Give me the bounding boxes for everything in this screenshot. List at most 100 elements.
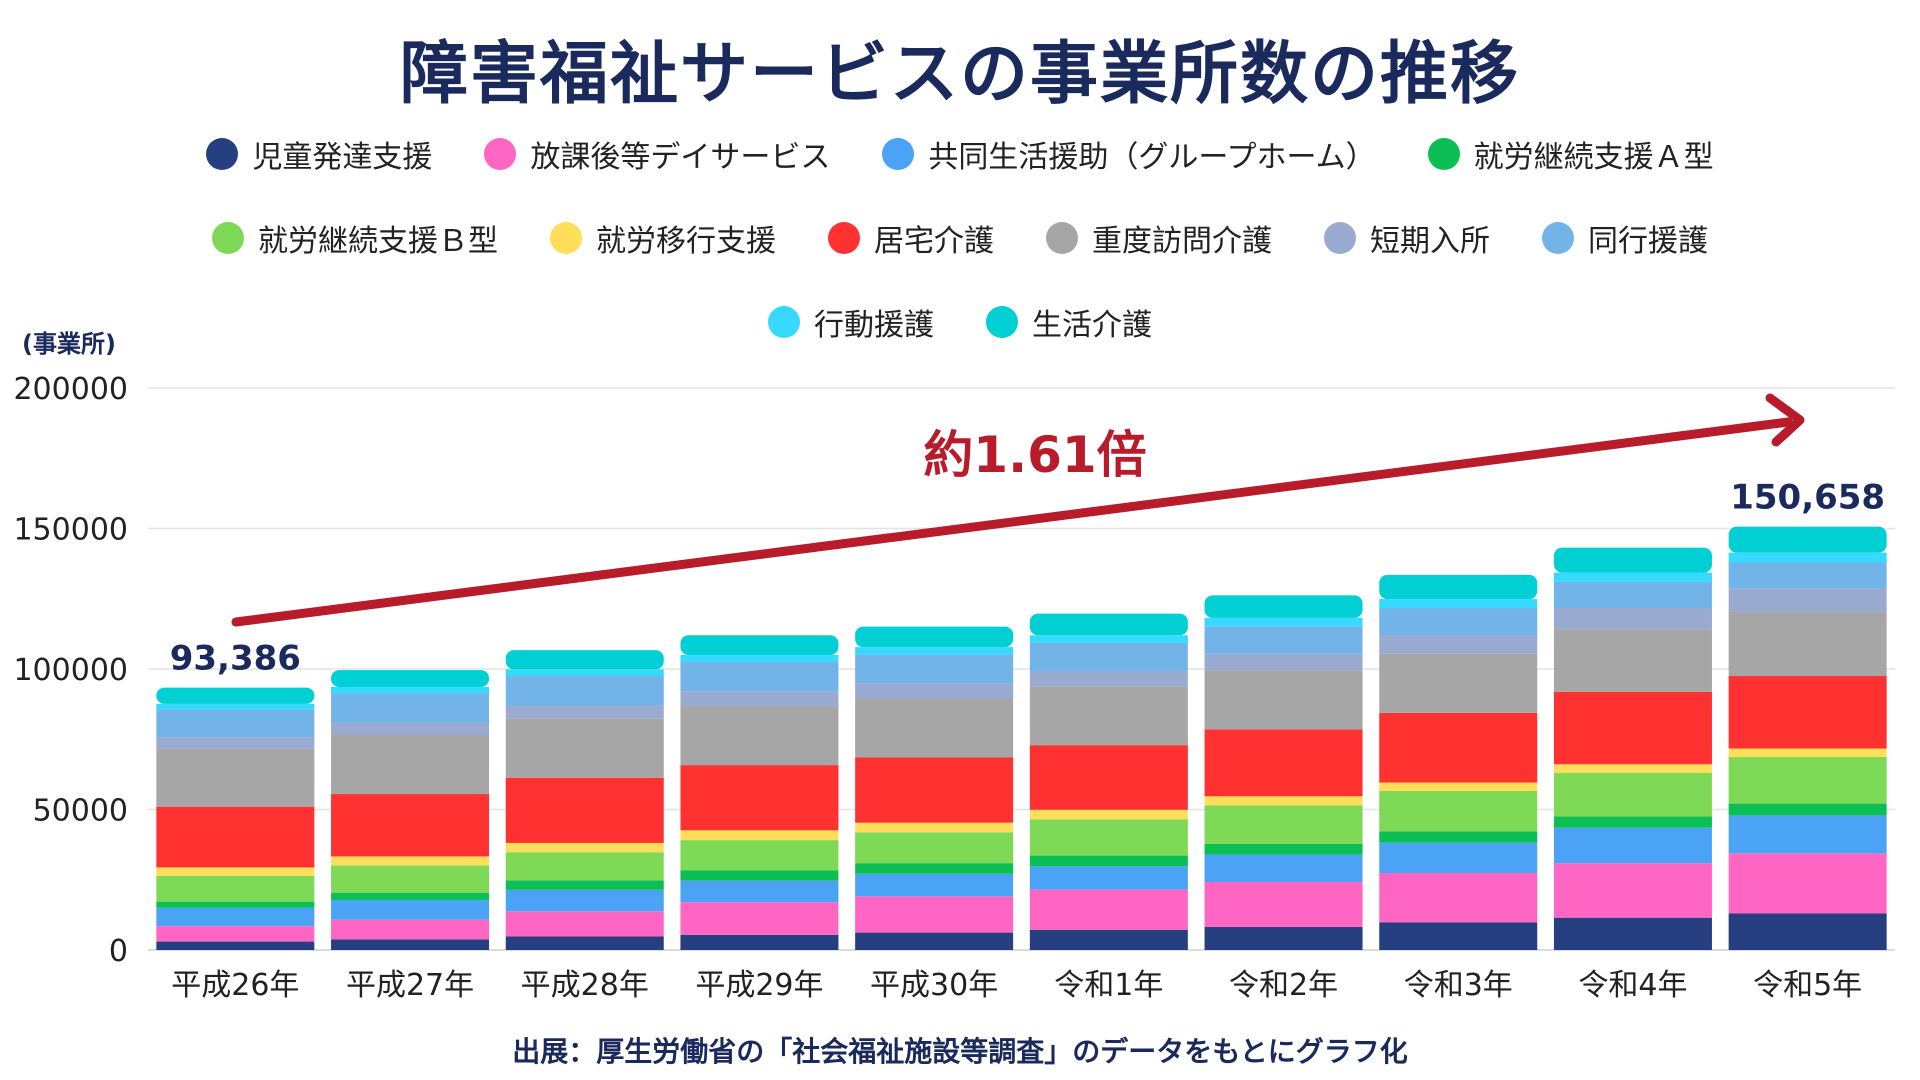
bar-segment <box>331 856 490 866</box>
bar-segment <box>505 669 664 677</box>
bar-segment <box>855 873 1014 897</box>
chart-legend: 児童発達支援 放課後等デイサービス 共同生活援助（グループホーム） 就労継続支援Ａ型就… <box>0 136 1920 343</box>
bar-segment <box>1379 873 1538 923</box>
bar-segment <box>505 777 664 843</box>
bar-segment <box>680 880 839 903</box>
bar-segment <box>156 748 315 807</box>
bar-segment <box>855 932 1014 950</box>
bar-segment <box>1379 653 1538 713</box>
bar-segment <box>1029 745 1188 810</box>
legend-label: 居宅介護 <box>874 224 994 259</box>
bar-segment <box>680 765 839 831</box>
bar-segment <box>1204 617 1363 627</box>
legend-item: 放課後等デイサービス <box>484 136 830 175</box>
bar-segment <box>1029 819 1188 856</box>
bar-segment <box>1728 611 1887 677</box>
x-tick-label: 平成28年 <box>521 968 649 1003</box>
bar-segment <box>1553 816 1712 828</box>
legend-swatch <box>1427 138 1460 170</box>
bar-segment <box>331 794 490 857</box>
legend-label: 重度訪問介護 <box>1092 224 1272 259</box>
x-tick-label: 令和2年 <box>1229 968 1338 1003</box>
bar-segment <box>1728 526 1887 553</box>
bar-segment <box>1029 889 1188 930</box>
bar-segment <box>331 670 490 687</box>
bar-segment <box>1553 581 1712 609</box>
bar-segment <box>1379 842 1538 874</box>
bar-segment <box>331 892 490 900</box>
bar-segment <box>855 896 1014 933</box>
legend-item: 就労継続支援Ａ型 <box>1427 136 1714 175</box>
bar-segment <box>156 806 315 868</box>
bar-stack <box>680 635 839 950</box>
bar-segment <box>1553 547 1712 573</box>
legend-label: 児童発達支援 <box>252 140 433 175</box>
bar-total-label: 150,658 <box>1730 478 1885 518</box>
bar-segment <box>1728 815 1887 854</box>
bar-segment <box>1553 608 1712 630</box>
legend-item: 共同生活援助（グループホーム） <box>882 136 1376 175</box>
bar-segment <box>1728 552 1887 563</box>
bar-segment <box>331 686 490 694</box>
bar-segment <box>1204 626 1363 654</box>
bar-segment <box>1204 854 1363 882</box>
legend-label: 短期入所 <box>1370 224 1490 259</box>
bar-segment <box>156 901 315 908</box>
x-tick-label: 令和3年 <box>1404 968 1513 1003</box>
bar-segment <box>1553 629 1712 692</box>
bar-segment <box>680 654 839 662</box>
bar-segment <box>1379 634 1538 654</box>
bar-segment <box>1204 729 1363 797</box>
legend-label: 行動援護 <box>814 308 934 343</box>
legend-swatch <box>550 222 582 254</box>
bar-segment <box>1553 772 1712 817</box>
bar-segment <box>156 926 315 942</box>
bar-segment <box>1379 608 1538 635</box>
growth-annotation: 約1.61倍 <box>923 426 1146 484</box>
bar-segment <box>505 705 664 719</box>
bar-segment <box>1728 803 1887 816</box>
bar-segment <box>1204 653 1363 671</box>
bar-stack <box>331 670 490 950</box>
bar-stack <box>1029 613 1188 950</box>
bar-segment <box>855 647 1014 655</box>
growth-arrow-line <box>231 417 1793 627</box>
bar-segment <box>1204 595 1363 618</box>
x-tick-label: 令和5年 <box>1753 968 1862 1003</box>
bar-segment <box>156 941 315 950</box>
bar-segment <box>1728 853 1887 914</box>
bar-segment <box>505 911 664 937</box>
bar-segment <box>1204 881 1363 927</box>
bar-segment <box>1204 796 1363 806</box>
bar-segment <box>1029 866 1188 890</box>
bar-segment <box>505 889 664 912</box>
bar-segment <box>156 737 315 749</box>
x-tick-label: 平成30年 <box>870 968 998 1003</box>
y-tick-label: 50000 <box>33 794 128 829</box>
bar-stack <box>1553 547 1712 950</box>
bar-segment <box>505 936 664 950</box>
legend-item: 重度訪問介護 <box>1046 220 1272 259</box>
legend-swatch <box>212 222 244 254</box>
bar-segment <box>1728 913 1887 950</box>
legend-label: 就労継続支援Ａ型 <box>1473 140 1714 175</box>
bar-segment <box>156 703 315 710</box>
legend-item: 生活介護 <box>986 304 1152 343</box>
bar-segment <box>1029 613 1188 636</box>
x-tick-label: 令和1年 <box>1054 968 1163 1003</box>
bar-segment <box>680 902 839 935</box>
bar-segment <box>1204 670 1363 730</box>
bar-segment <box>1728 756 1887 804</box>
bar-segment <box>505 650 664 670</box>
bar-segment <box>855 683 1014 699</box>
bar-segment <box>1553 863 1712 918</box>
bar-segment <box>855 654 1014 684</box>
bar-segment <box>1728 588 1887 612</box>
bar-segment <box>505 718 664 778</box>
bar-segment <box>331 899 490 920</box>
bar-segment <box>1029 929 1188 950</box>
bar-segment <box>331 722 490 736</box>
bar-stack <box>505 650 664 950</box>
bar-segment <box>331 865 490 893</box>
bar-segment <box>855 832 1014 864</box>
